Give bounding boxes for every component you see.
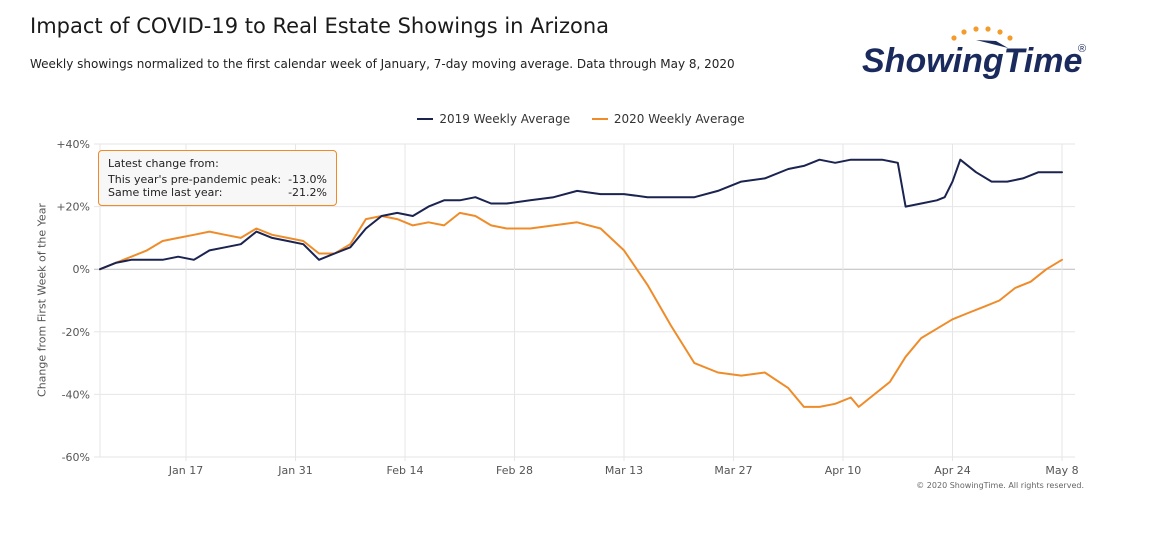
legend-swatch-2020 <box>591 118 608 120</box>
legend-label-2019: 2019 Weekly Average <box>439 112 571 126</box>
logo-dots <box>951 26 1013 48</box>
latest-change-tooltip: Latest change from: This year's pre-pand… <box>98 150 337 206</box>
y-tick-label: -20% <box>62 326 90 339</box>
legend-item-2020[interactable]: 2020 Weekly Average <box>591 112 745 126</box>
x-tick-label: Feb 28 <box>496 464 533 477</box>
logo-registered-mark: ® <box>1078 43 1086 55</box>
y-tick-label: +20% <box>56 201 90 214</box>
x-tick-label: Apr 24 <box>934 464 971 477</box>
x-tick-label: Feb 14 <box>387 464 424 477</box>
y-tick-label: -60% <box>62 451 90 464</box>
y-tick-label: -40% <box>62 388 90 401</box>
tooltip-row-label: Same time last year: <box>108 186 223 199</box>
showingtime-logo: ShowingTime ® <box>862 26 1086 80</box>
y-tick-label: +40% <box>56 138 90 151</box>
legend-swatch-2019 <box>417 118 434 120</box>
x-tick-label: Jan 17 <box>168 464 203 477</box>
tooltip-row-value: -13.0% <box>288 173 327 186</box>
series-line-2019 <box>99 158 1063 271</box>
legend-item-2019[interactable]: 2019 Weekly Average <box>417 112 570 126</box>
copyright-notice: © 2020 ShowingTime. All rights reserved. <box>916 481 1084 490</box>
tooltip-heading: Latest change from: <box>108 157 219 170</box>
logo-wordmark: ShowingTime <box>862 42 1082 80</box>
series-lines <box>99 158 1063 408</box>
x-tick-label: Apr 10 <box>825 464 862 477</box>
chart-subtitle: Weekly showings normalized to the first … <box>30 57 735 71</box>
chart-title: Impact of COVID-19 to Real Estate Showin… <box>30 14 610 38</box>
x-tick-label: Mar 13 <box>605 464 643 477</box>
x-tick-label: May 8 <box>1045 464 1078 477</box>
tooltip-row-label: This year's pre-pandemic peak: <box>108 173 282 186</box>
tooltip-row: This year's pre-pandemic peak: -13.0% <box>108 173 327 186</box>
x-tick-label: Jan 31 <box>277 464 312 477</box>
tooltip-row-value: -21.2% <box>288 186 327 199</box>
legend-label-2020: 2020 Weekly Average <box>613 112 745 126</box>
axes: +40% +20% 0% -20% -40% -60% Jan 17 Jan 31 Feb 14… <box>56 138 1078 477</box>
x-tick-label: Mar 27 <box>714 464 752 477</box>
y-tick-label: 0% <box>73 263 90 276</box>
series-line-2020 <box>99 211 1063 408</box>
legend: 2019 Weekly Average 2020 Weekly Average <box>0 109 1162 126</box>
tooltip-row: Same time last year: -21.2% <box>108 186 327 199</box>
